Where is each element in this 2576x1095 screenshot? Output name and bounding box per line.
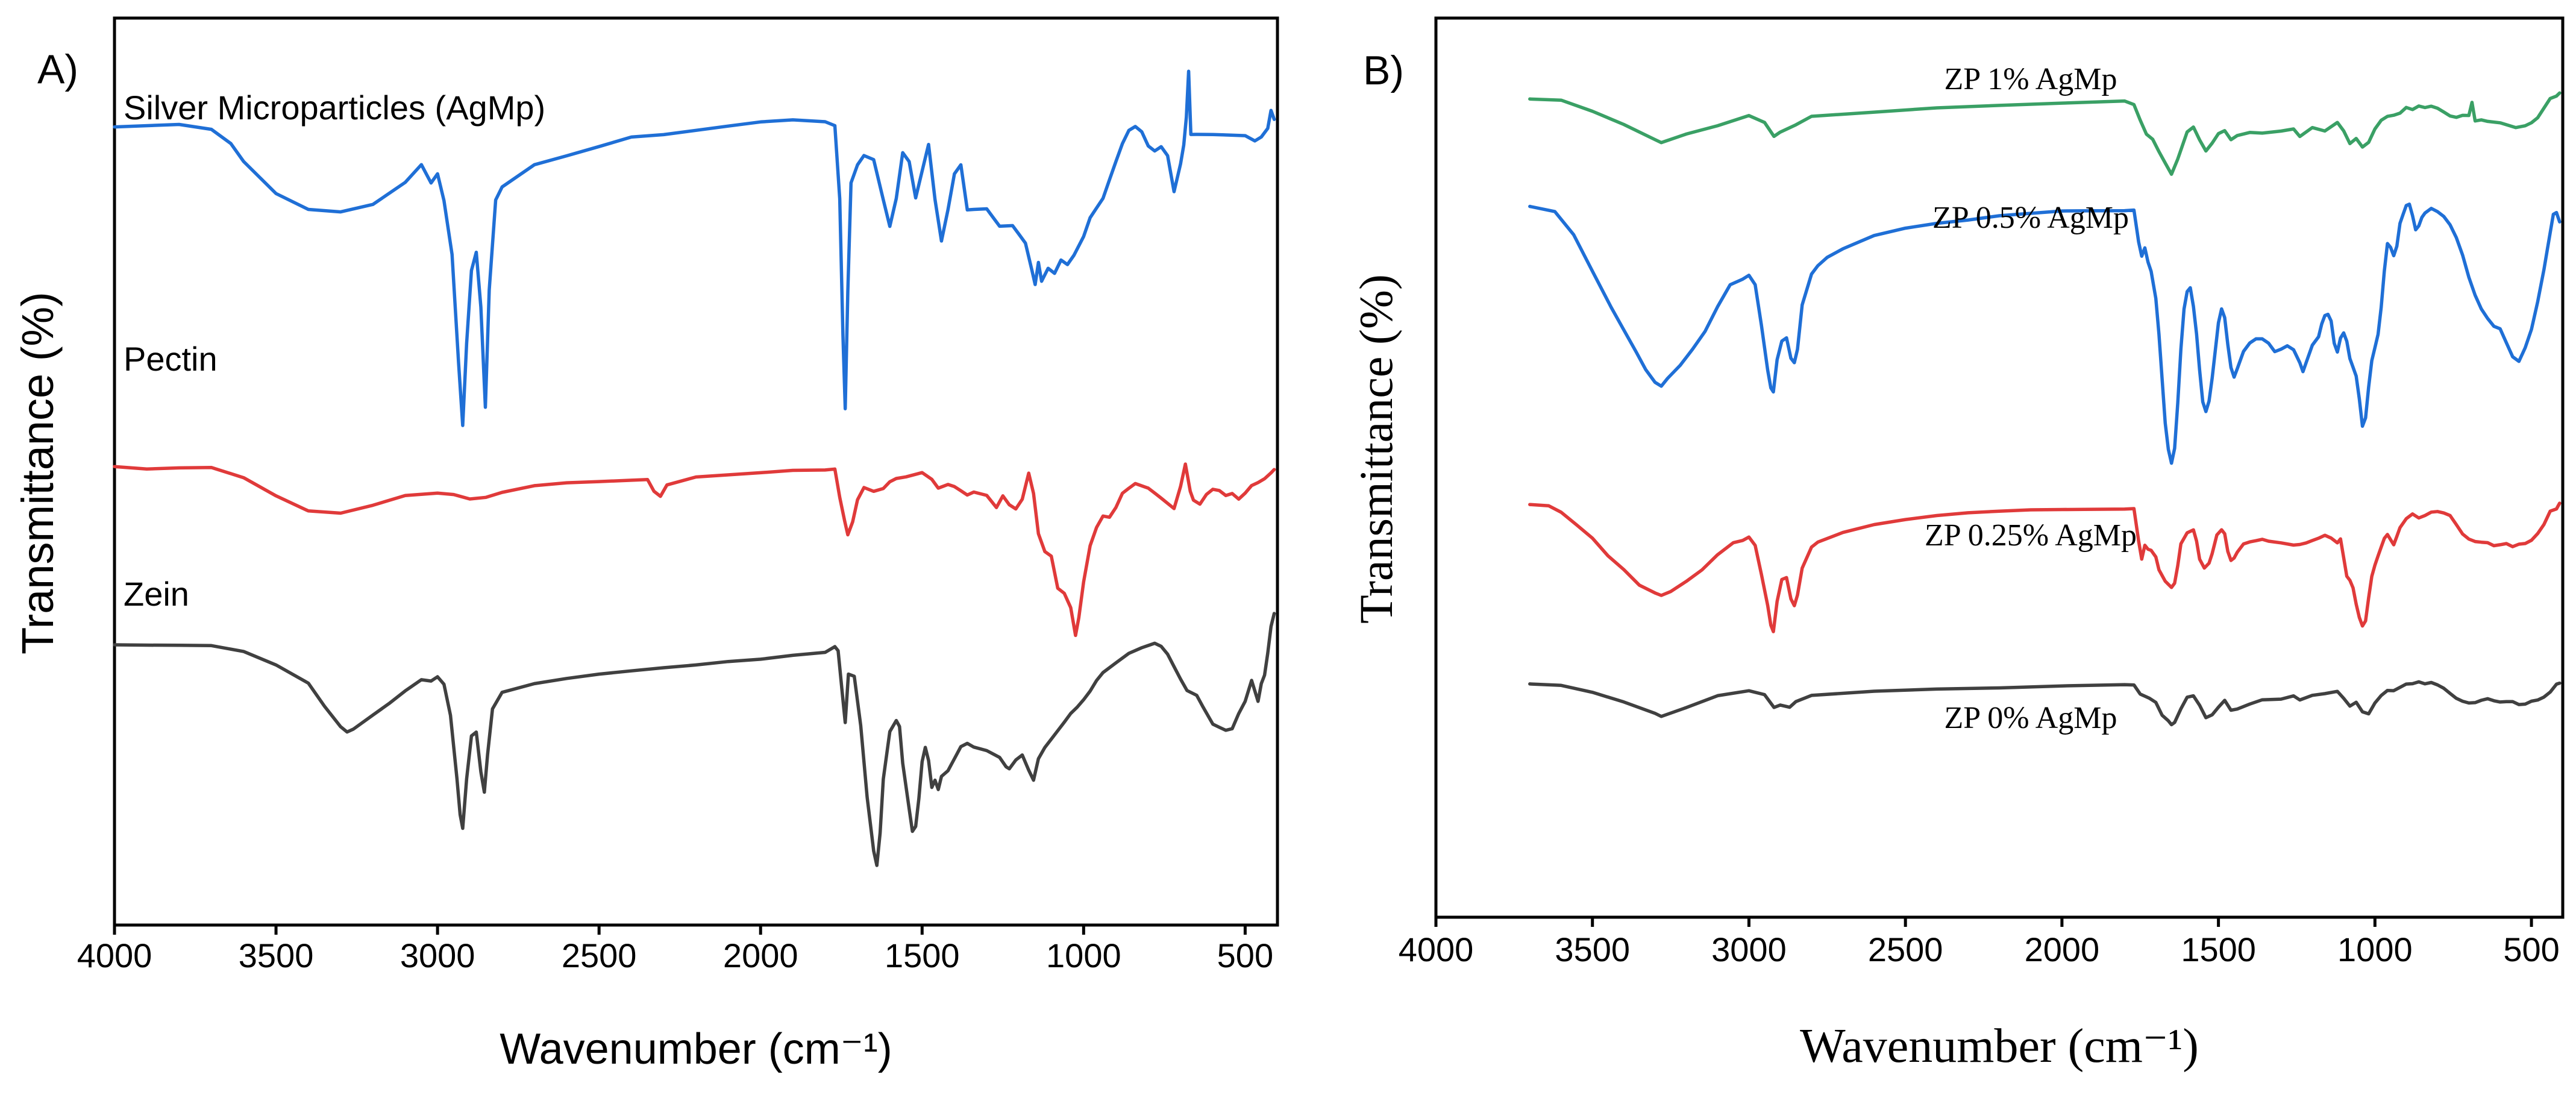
panel-b: 4000 3500 3000 2500 2000 1500 1000 500 ZP 1% Ag…	[1350, 16, 2565, 1073]
panel-b-series-zp-0-5-agmp	[1528, 202, 2562, 465]
x-tick-label: 2000	[2025, 930, 2100, 968]
series-label: ZP 0.5% AgMp	[1932, 201, 2129, 235]
panel-b-series-zp-1-agmp	[1528, 91, 2562, 176]
panel-b-series-zp-0-agmp	[1528, 680, 2562, 727]
panel-a-traces	[113, 69, 1276, 867]
panel-a-label: A)	[37, 46, 78, 92]
x-tick-label: 1500	[2181, 930, 2256, 968]
panel-b-plot-frame	[1434, 16, 2565, 919]
x-tick-label: 4000	[1399, 930, 1474, 968]
panel-b-series-zp-0-25-agmp	[1528, 501, 2562, 633]
series-label: Zein	[124, 575, 189, 613]
panel-a-series-zein	[113, 612, 1276, 867]
series-label: ZP 0% AgMp	[1945, 701, 2117, 735]
panel-b-y-axis-title: Transmittance (%)	[1350, 274, 1402, 624]
x-tick-label: 3000	[400, 937, 475, 974]
panel-a-series-silver-microparticles-agmp	[113, 69, 1276, 427]
x-tick-label: 500	[1217, 937, 1273, 974]
panel-b-x-ticks: 4000 3500 3000 2500 2000 1500 1000 500	[1399, 917, 2560, 968]
panel-a: 4000 3500 3000 2500 2000 1500 1000 500 Silver M…	[13, 16, 1279, 1073]
x-tick-label: 2500	[1868, 930, 1943, 968]
panel-b-traces	[1528, 91, 2562, 727]
series-label: Silver Microparticles (AgMp)	[124, 89, 545, 127]
panel-a-y-axis-title: Transmittance (%)	[13, 292, 63, 654]
panel-b-legend-labels: ZP 1% AgMp ZP 0.5% AgMp ZP 0.25% AgMp ZP 0%…	[1925, 62, 2137, 735]
x-tick-label: 4000	[77, 937, 152, 974]
x-tick-label: 1000	[2337, 930, 2413, 968]
x-tick-label: 2000	[723, 937, 798, 974]
x-tick-label: 500	[2503, 930, 2559, 968]
x-tick-label: 2500	[562, 937, 637, 974]
panel-a-plot-frame	[113, 16, 1279, 927]
x-tick-label: 3500	[1555, 930, 1630, 968]
series-label: Pectin	[124, 340, 218, 378]
x-tick-label: 3500	[239, 937, 314, 974]
panel-a-series-pectin	[113, 462, 1276, 638]
panel-b-x-axis-title: Wavenumber (cm⁻¹)	[1800, 1020, 2199, 1073]
series-label: ZP 0.25% AgMp	[1925, 518, 2137, 553]
panel-a-x-axis-title: Wavenumber (cm⁻¹)	[500, 1025, 892, 1073]
panel-a-x-ticks: 4000 3500 3000 2500 2000 1500 1000 500	[77, 925, 1273, 974]
x-tick-label: 3000	[1711, 930, 1787, 968]
x-tick-label: 1500	[885, 937, 960, 974]
x-tick-label: 1000	[1046, 937, 1121, 974]
panel-a-legend-labels: Silver Microparticles (AgMp) Pectin Zein	[124, 89, 545, 613]
series-label: ZP 1% AgMp	[1945, 62, 2117, 96]
panel-b-label: B)	[1363, 48, 1404, 93]
